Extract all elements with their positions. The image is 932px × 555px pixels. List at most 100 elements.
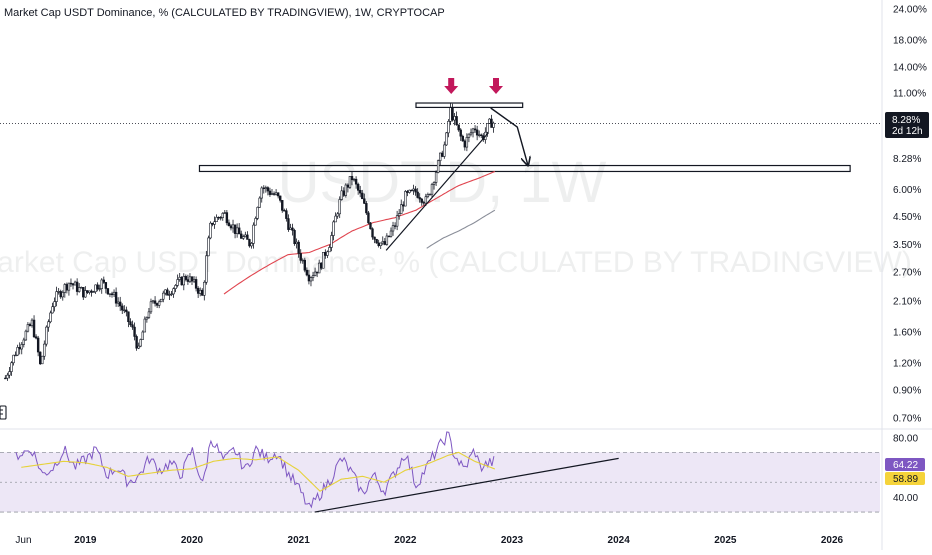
candle-body [41, 355, 44, 365]
candle-body [404, 191, 407, 207]
candle-body [188, 276, 192, 282]
candle-body [455, 116, 458, 126]
candle-body [342, 190, 345, 196]
candle-body [10, 362, 13, 372]
candle-body [381, 241, 384, 244]
rsi-tick-label: 80.00 [893, 433, 918, 444]
candle-body [217, 216, 220, 219]
candle-body [94, 284, 97, 293]
candle-body [408, 189, 411, 193]
price-tick-label: 11.00% [893, 89, 926, 100]
candle-body [447, 121, 450, 134]
candle-body [389, 230, 393, 237]
candle-body [166, 289, 169, 296]
candle-body [244, 234, 247, 237]
candle-body [299, 253, 302, 261]
candle-body [328, 247, 331, 253]
candle-body [125, 309, 128, 313]
candle-body [164, 289, 167, 294]
price-tick-label: 2.10% [893, 297, 921, 308]
candle-body [371, 228, 374, 238]
candle-body [143, 318, 147, 333]
candle-body [363, 198, 366, 204]
candle-body [207, 237, 210, 257]
candle-body [287, 218, 290, 230]
candle-body [141, 331, 144, 340]
candle-body [73, 281, 77, 286]
time-tick-label: 2022 [394, 535, 417, 546]
candle-body [170, 293, 173, 296]
price-tick-label: 24.00% [893, 5, 927, 16]
candle-body [114, 291, 118, 304]
candle-body [51, 306, 54, 314]
candle-body [365, 203, 368, 214]
candle-body [69, 282, 73, 285]
price-tick-label: 1.60% [893, 328, 921, 339]
candle-body [49, 312, 52, 323]
price-tick-label: 6.00% [893, 185, 921, 196]
candle-body [84, 290, 87, 298]
candle-body [219, 217, 222, 219]
last-price-countdown: 2d 12h [892, 126, 923, 137]
candle-body [88, 290, 91, 293]
candle-body [110, 293, 114, 296]
candle-body [344, 184, 348, 196]
price-tick-label: 18.00% [893, 36, 927, 47]
rsi-value: 64.22 [893, 460, 918, 471]
candle-body [303, 259, 307, 271]
candle-body [43, 343, 46, 357]
candle-body [471, 128, 475, 134]
last-price-label: 8.28% 2d 12h [885, 112, 929, 138]
candle-body [320, 262, 323, 269]
candle-body [178, 276, 181, 280]
candle-body [104, 282, 108, 289]
candle-body [131, 324, 134, 328]
candle-body [256, 206, 259, 219]
candle-body [361, 192, 364, 200]
candle-body [305, 269, 309, 276]
candle-body [387, 235, 391, 238]
ma-gray-line [426, 209, 496, 249]
time-tick-label: 2023 [501, 535, 524, 546]
candle-body [434, 172, 438, 183]
ruler-icon[interactable] [0, 405, 7, 420]
time-tick-label: 2026 [821, 535, 844, 546]
candle-body [26, 324, 30, 332]
candle-body [354, 178, 358, 185]
candle-body [196, 288, 200, 294]
candle-body [233, 224, 237, 234]
candle-body [221, 212, 224, 218]
price-tick-label: 0.90% [893, 386, 921, 397]
candle-body [315, 271, 319, 274]
candle-body [61, 292, 64, 298]
candle-body [352, 178, 356, 181]
candle-body [137, 345, 140, 349]
last-price-label-box [885, 112, 929, 138]
price-tick-label: 8.28% [893, 154, 921, 165]
rsi-value-label: 64.22 [885, 458, 925, 471]
candle-body [477, 134, 481, 136]
candle-body [311, 275, 315, 278]
candle-body [293, 230, 296, 244]
candle-body [254, 218, 257, 226]
candle-body [313, 271, 317, 277]
candle-body [422, 202, 425, 204]
candle-body [326, 251, 329, 256]
rsi-value-label-box [885, 458, 925, 471]
x-axis: Jun 2019 2020 2021 2022 2023 2024 2025 2026 [15, 535, 843, 546]
candle-body [190, 276, 194, 282]
candle-body [39, 351, 42, 365]
candle-body [248, 239, 251, 247]
candle-body [426, 194, 430, 198]
candle-body [205, 255, 208, 283]
candle-body [149, 301, 153, 313]
candle-body [75, 281, 79, 292]
rsi-tick-label: 40.00 [893, 493, 918, 504]
candle-body [145, 317, 149, 320]
candle-body [252, 224, 255, 244]
candle-body [108, 293, 112, 295]
price-tick-label: 14.00% [893, 63, 927, 74]
candle-body [53, 301, 56, 308]
candle-body [480, 134, 483, 136]
rsi-pane [0, 431, 880, 513]
